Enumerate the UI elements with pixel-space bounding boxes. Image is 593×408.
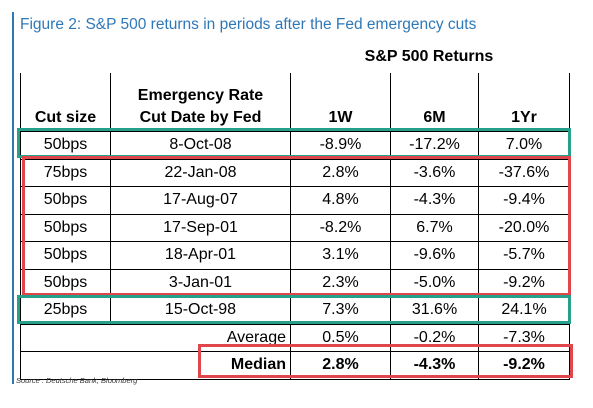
cell-date: 17-Sep-01 [110,213,291,242]
summary-label-average: Average [110,323,291,352]
cell-6m: 6.7% [390,213,479,242]
summary-1w: 0.5% [290,323,391,352]
cell-cut-size: 50bps [20,213,111,242]
summary-6m: -0.2% [390,323,479,352]
table-row: 50bps 8-Oct-08 -8.9% -17.2% 7.0% [20,131,570,159]
table-row: 25bps 15-Oct-98 7.3% 31.6% 24.1% [20,296,570,324]
source-note: Source : Deutsche Bank, Bloomberg [16,376,138,385]
header-6m: 6M [390,73,479,132]
table-super-header: S&P 500 Returns [364,48,494,65]
table-row: 50bps 3-Jan-01 2.3% -5.0% -9.2% [20,268,570,297]
cell-1yr: -5.7% [478,241,570,269]
cell-1yr: -9.4% [478,186,570,214]
header-cut-size: Cut size [20,73,111,132]
cell-date: 22-Jan-08 [110,158,291,187]
cell-1w: 3.1% [290,241,391,269]
cell-cut-size: 25bps [20,296,111,324]
cell-cut-size: 50bps [20,186,111,214]
cell-1w: 2.3% [290,268,391,297]
cell-6m: -9.6% [390,241,479,269]
table-header-row: Cut size Emergency Rate Cut Date by Fed … [20,73,570,132]
cell-date: 17-Aug-07 [110,186,291,214]
table-row: 50bps 18-Apr-01 3.1% -9.6% -5.7% [20,241,570,269]
header-1yr: 1Yr [478,73,570,132]
cell-cut-size: 50bps [20,241,111,269]
cell-cut-size: 75bps [20,158,111,187]
cell-1w: -8.9% [290,131,391,159]
summary-row-average: Average 0.5% -0.2% -7.3% [20,323,570,352]
cell-date: 15-Oct-98 [110,296,291,324]
cell-6m: -3.6% [390,158,479,187]
figure-title: Figure 2: S&P 500 returns in periods aft… [20,16,477,33]
cell-1yr: -20.0% [478,213,570,242]
summary-spacer [20,323,111,352]
cell-1w: 7.3% [290,296,391,324]
cell-6m: -5.0% [390,268,479,297]
cell-cut-size: 50bps [20,268,111,297]
cell-1yr: 24.1% [478,296,570,324]
cell-6m: -17.2% [390,131,479,159]
cell-6m: 31.6% [390,296,479,324]
figure-frame [12,12,588,384]
header-1w: 1W [290,73,391,132]
cell-1yr: -9.2% [478,268,570,297]
summary-1w: 2.8% [290,351,391,380]
cell-1yr: -37.6% [478,158,570,187]
cell-1w: 2.8% [290,158,391,187]
cell-cut-size: 50bps [20,131,111,159]
table-row: 75bps 22-Jan-08 2.8% -3.6% -37.6% [20,158,570,187]
cell-6m: -4.3% [390,186,479,214]
header-cut-date: Emergency Rate Cut Date by Fed [110,73,291,132]
cell-1w: 4.8% [290,186,391,214]
summary-6m: -4.3% [390,351,479,380]
header-cut-date-line1: Emergency Rate [137,87,264,104]
cell-date: 18-Apr-01 [110,241,291,269]
returns-table: Cut size Emergency Rate Cut Date by Fed … [20,73,570,380]
cell-date: 8-Oct-08 [110,131,291,159]
cell-1w: -8.2% [290,213,391,242]
summary-label-median: Median [110,351,291,380]
summary-1yr: -9.2% [478,351,570,380]
summary-1yr: -7.3% [478,323,570,352]
table-row: 50bps 17-Sep-01 -8.2% 6.7% -20.0% [20,213,570,242]
header-cut-date-line2: Cut Date by Fed [139,109,262,126]
cell-date: 3-Jan-01 [110,268,291,297]
summary-row-median: Median 2.8% -4.3% -9.2% [20,351,570,380]
table-row: 50bps 17-Aug-07 4.8% -4.3% -9.4% [20,186,570,214]
cell-1yr: 7.0% [478,131,570,159]
summary-spacer [20,351,111,380]
